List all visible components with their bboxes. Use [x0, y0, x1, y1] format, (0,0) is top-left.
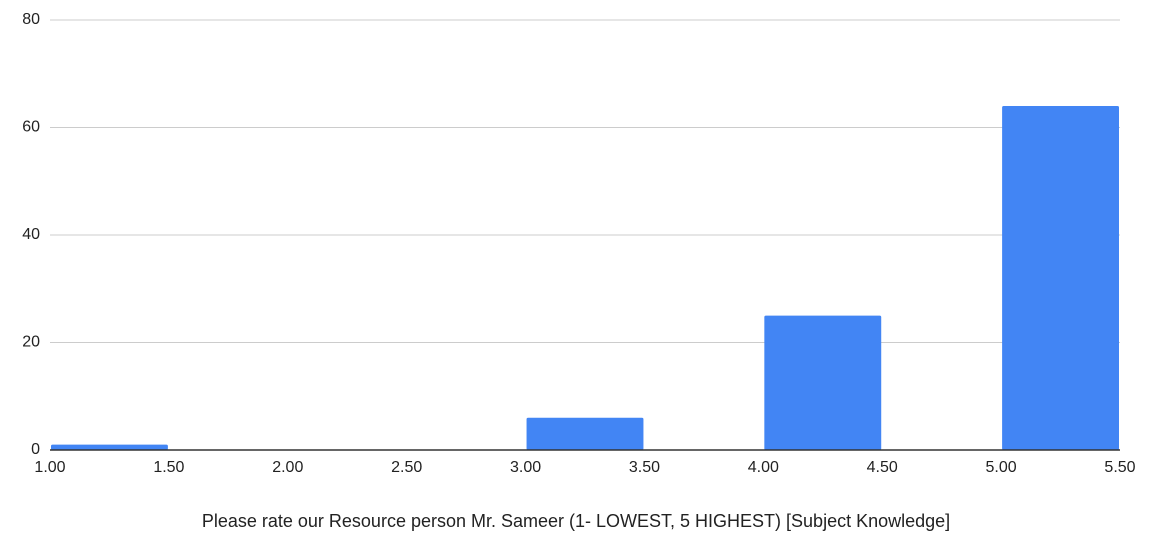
- histogram-bar: [526, 417, 644, 450]
- x-tick-label: 4.50: [867, 459, 898, 476]
- y-tick-label: 80: [22, 11, 40, 28]
- histogram-bar: [1002, 106, 1119, 450]
- x-tick-label: 2.50: [391, 459, 422, 476]
- gridlines: [50, 19, 1120, 343]
- histogram-bar: [51, 444, 168, 450]
- y-tick-label: 20: [22, 334, 40, 351]
- x-tick-label: 3.00: [510, 459, 541, 476]
- x-axis-title: Please rate our Resource person Mr. Same…: [202, 511, 950, 531]
- x-tick-label: 4.00: [748, 459, 779, 476]
- y-axis-ticks: 0 20 40 60 80: [22, 11, 40, 458]
- bars: [51, 106, 1119, 450]
- x-axis-ticks: 1.00 1.50 2.00 2.50 3.00 3.50 4.00 4.50 5.00 5.50: [34, 459, 1135, 476]
- y-tick-label: 40: [22, 226, 40, 243]
- x-tick-label: 1.00: [34, 459, 65, 476]
- histogram-bar: [764, 315, 882, 450]
- x-tick-label: 1.50: [153, 459, 184, 476]
- y-tick-label: 0: [31, 441, 40, 458]
- y-tick-label: 60: [22, 119, 40, 136]
- x-tick-label: 3.50: [629, 459, 660, 476]
- x-tick-label: 2.00: [272, 459, 303, 476]
- x-tick-label: 5.00: [986, 459, 1017, 476]
- x-tick-label: 5.50: [1104, 459, 1135, 476]
